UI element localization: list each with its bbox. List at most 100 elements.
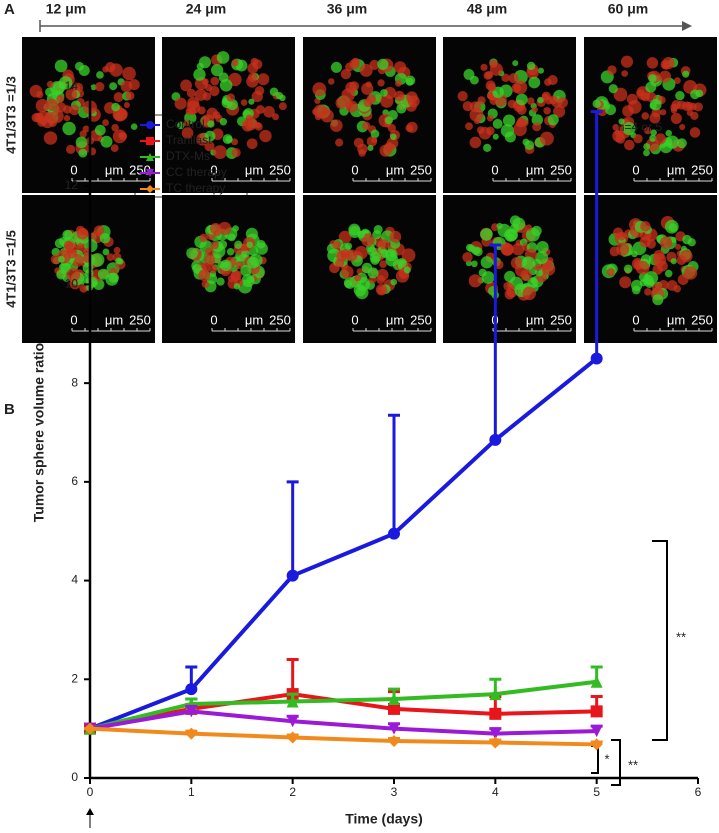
arrow-head xyxy=(682,21,692,31)
scale-bar-label: μm xyxy=(667,312,685,327)
cell xyxy=(219,79,233,92)
cell xyxy=(111,102,120,112)
error-bar xyxy=(489,243,502,440)
scale-bar-label: 0 xyxy=(491,162,498,177)
cell xyxy=(390,278,398,286)
cell xyxy=(534,263,542,272)
cell xyxy=(511,243,525,256)
cell xyxy=(500,124,515,138)
marker xyxy=(286,695,299,708)
column-header: 36 μm xyxy=(327,1,367,17)
cell xyxy=(193,68,206,81)
cell xyxy=(320,109,334,123)
cell xyxy=(385,248,398,262)
cell xyxy=(263,106,275,118)
cell xyxy=(531,225,542,237)
cell xyxy=(361,233,375,247)
cell xyxy=(652,282,661,292)
cell xyxy=(526,66,539,80)
cell xyxy=(123,102,130,109)
cell xyxy=(508,73,519,84)
cell xyxy=(181,127,194,139)
cell xyxy=(486,114,494,122)
cell xyxy=(623,264,633,274)
cell xyxy=(492,118,503,129)
cell xyxy=(631,279,643,292)
cell xyxy=(45,98,58,111)
scale-bar-label: 250 xyxy=(691,312,713,327)
cell xyxy=(377,58,389,70)
cell xyxy=(359,63,373,77)
cell xyxy=(371,137,378,144)
cell xyxy=(246,138,258,150)
cell xyxy=(489,62,503,76)
cell xyxy=(96,71,104,79)
start-arrow-head xyxy=(86,808,94,815)
cell xyxy=(125,91,135,101)
cell xyxy=(240,264,252,277)
legend-label: TC therapy xyxy=(166,181,225,195)
cell xyxy=(231,138,239,146)
cell xyxy=(207,120,215,128)
cell xyxy=(249,253,263,267)
cell xyxy=(539,131,554,146)
cell xyxy=(530,277,537,284)
cell xyxy=(642,274,654,286)
cell xyxy=(335,138,344,147)
cell xyxy=(664,269,673,278)
scale-bar-label: 0 xyxy=(632,312,639,327)
cell xyxy=(312,82,327,97)
y-tick-label: 2 xyxy=(71,671,78,685)
cell xyxy=(102,66,109,73)
cell xyxy=(618,118,625,125)
cell xyxy=(675,90,685,101)
cell xyxy=(46,80,54,88)
cell xyxy=(109,63,123,77)
column-header: 12 μm xyxy=(46,1,86,17)
cell xyxy=(676,255,687,266)
cell xyxy=(492,133,499,140)
cell xyxy=(541,262,556,276)
cell xyxy=(354,274,362,282)
cell xyxy=(501,243,514,256)
cell xyxy=(689,102,697,111)
cell xyxy=(257,73,270,86)
cell xyxy=(40,115,54,129)
cell xyxy=(366,94,377,104)
cell xyxy=(93,225,105,236)
cell xyxy=(66,267,81,282)
cell xyxy=(649,134,657,142)
cell xyxy=(198,56,212,69)
cell xyxy=(507,283,514,290)
cell xyxy=(607,65,617,75)
cell xyxy=(641,112,650,120)
cell xyxy=(535,251,549,265)
cell xyxy=(640,92,650,102)
cell xyxy=(234,240,243,249)
scale-bar-label: 250 xyxy=(550,312,572,327)
cell xyxy=(76,227,89,240)
scale-bar-label: 0 xyxy=(70,162,77,177)
cell xyxy=(79,284,88,293)
scale-bar-label: 250 xyxy=(269,162,291,177)
cell xyxy=(183,119,191,127)
cell xyxy=(622,105,634,117)
cell xyxy=(528,76,541,89)
cell xyxy=(62,121,76,136)
series-line xyxy=(89,356,598,731)
cell xyxy=(532,122,542,132)
cell xyxy=(344,280,353,288)
cell xyxy=(94,124,106,136)
cell xyxy=(120,80,133,93)
cell xyxy=(341,265,354,279)
scale-bar-label: 250 xyxy=(269,312,291,327)
cell xyxy=(245,227,258,240)
cell xyxy=(218,221,232,236)
cell xyxy=(204,247,214,257)
cell xyxy=(204,254,216,266)
series-line xyxy=(89,679,597,731)
scale-bar-label: 0 xyxy=(632,162,639,177)
cell xyxy=(369,59,380,70)
cell xyxy=(471,260,478,268)
cell xyxy=(256,105,265,114)
